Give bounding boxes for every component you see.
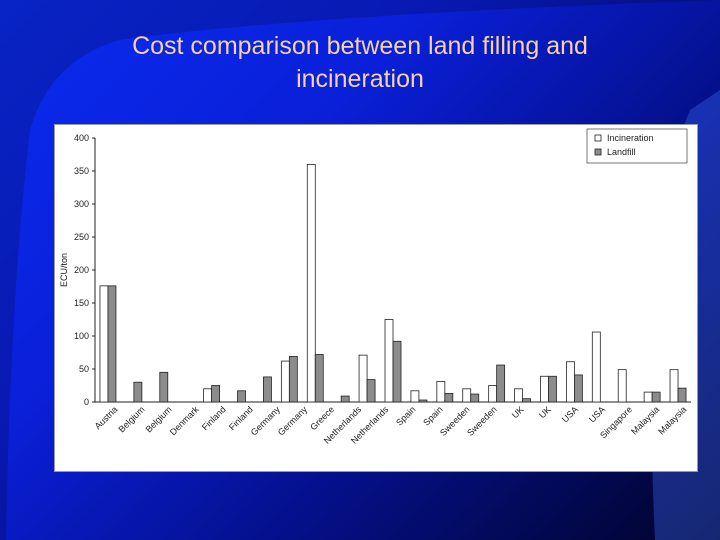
bar-incineration (99, 285, 109, 403)
bar-landfill (522, 398, 531, 403)
bar-landfill (573, 374, 583, 403)
x-tick-label: Germany (276, 404, 310, 438)
x-tick-label: UK (510, 404, 526, 420)
bar-incineration (643, 391, 653, 403)
bar-incineration (203, 388, 213, 403)
bar-landfill (444, 393, 454, 403)
bar-landfill (314, 354, 324, 403)
bar-incineration (306, 164, 316, 403)
bar-incineration (591, 331, 601, 403)
slide-title-line-2: incineration (296, 65, 424, 93)
legend-box (586, 128, 688, 164)
y-tick-label: 200 (74, 265, 89, 275)
bar-landfill (366, 379, 376, 403)
bar-landfill (677, 387, 687, 403)
bar-incineration (540, 375, 549, 403)
y-tick-label: 50 (79, 364, 89, 374)
x-tick-label: Denmark (168, 404, 201, 437)
y-tick-label: 0 (84, 397, 89, 407)
bar-landfill (340, 395, 350, 403)
slide-title-line-1: Cost comparison between land filling and (132, 32, 588, 60)
bar-landfill (470, 393, 480, 403)
x-tick-label: UK (537, 404, 553, 420)
bar-incineration (462, 388, 472, 403)
bar-landfill (392, 340, 402, 403)
legend-label: Incineration (607, 133, 654, 143)
bar-incineration (280, 360, 290, 403)
bar-incineration (565, 361, 575, 403)
chart-axes: 0 50 100 150 200 250 300 350 400 ECU/ton (59, 133, 691, 407)
x-tick-label: Spain (394, 404, 417, 427)
y-tick-label: 150 (74, 298, 89, 308)
y-axis-label: ECU/ton (59, 253, 69, 287)
legend-label: Landfill (607, 147, 636, 157)
bar-incineration (617, 369, 627, 403)
y-tick-label: 350 (74, 166, 89, 176)
bar-landfill (548, 375, 557, 403)
x-tick-label: Belgium (116, 404, 146, 434)
bar-incineration (488, 385, 498, 403)
x-tick-label: Finland (200, 404, 228, 432)
bar-landfill (651, 391, 661, 403)
legend-swatch (594, 134, 602, 142)
bar-incineration (669, 369, 679, 403)
x-tick-label: USA (560, 404, 580, 424)
chart-bars (99, 164, 687, 403)
y-tick-label: 400 (74, 133, 89, 143)
bar-incineration (384, 319, 394, 403)
chart-panel: 0 50 100 150 200 250 300 350 400 ECU/ton Austria B… (54, 124, 698, 472)
bar-landfill (263, 376, 272, 403)
y-tick-label: 100 (74, 331, 89, 341)
x-tick-label: USA (587, 404, 607, 424)
slide-title: Cost comparison between land filling and… (60, 30, 660, 96)
bar-landfill (288, 356, 298, 403)
chart-legend: Incineration Landfill (586, 128, 688, 164)
bar-landfill (237, 390, 246, 403)
bar-incineration (358, 354, 368, 403)
x-tick-label: Malaysia (629, 404, 661, 436)
bar-incineration (410, 390, 420, 403)
bar-landfill (159, 371, 169, 403)
x-tick-label: Spain (421, 404, 444, 427)
y-tick-label: 300 (74, 199, 89, 209)
x-tick-label: Malaysia (656, 404, 688, 436)
bar-landfill (211, 385, 221, 403)
bar-incineration (436, 381, 446, 403)
y-tick-label: 250 (74, 232, 89, 242)
x-tick-label: Sweeden (465, 404, 499, 438)
legend-swatch (594, 148, 602, 156)
bar-landfill (418, 399, 428, 403)
bar-incineration (514, 388, 523, 403)
bar-landfill (107, 285, 117, 403)
bar-landfill (496, 364, 506, 403)
bar-landfill (133, 381, 143, 403)
